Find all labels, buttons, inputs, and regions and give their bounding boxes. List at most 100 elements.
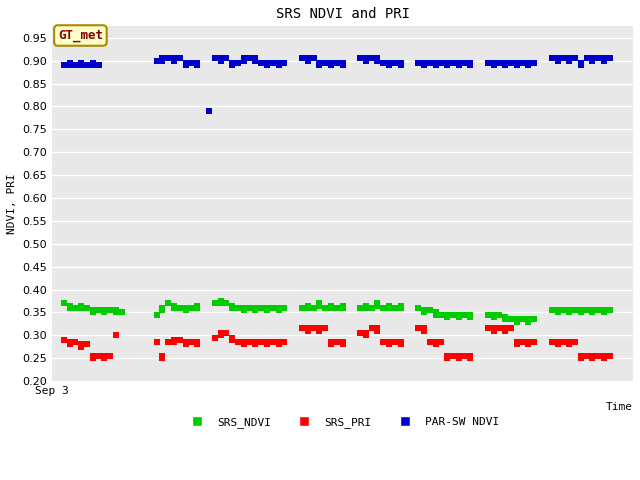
Point xyxy=(593,352,604,360)
Point xyxy=(564,309,574,316)
Point xyxy=(442,61,452,69)
Point xyxy=(390,59,400,67)
Point xyxy=(570,306,580,314)
Point xyxy=(372,57,383,64)
Point xyxy=(169,304,179,312)
Point xyxy=(169,55,179,62)
Point xyxy=(460,352,470,360)
Point xyxy=(303,324,313,332)
Point xyxy=(175,55,185,62)
Point xyxy=(314,59,324,67)
Point xyxy=(314,327,324,335)
Point xyxy=(570,55,580,62)
Point xyxy=(256,304,266,312)
Point xyxy=(169,338,179,346)
Point xyxy=(460,311,470,319)
Point xyxy=(314,300,324,307)
Point xyxy=(314,302,324,310)
Point xyxy=(367,304,377,312)
Point xyxy=(273,341,284,348)
Point xyxy=(448,311,458,319)
Point xyxy=(396,341,406,348)
Point xyxy=(180,304,191,312)
Point xyxy=(431,61,441,69)
Point xyxy=(273,338,284,346)
Point xyxy=(593,306,604,314)
Point xyxy=(384,304,394,312)
Point xyxy=(88,354,98,362)
Point xyxy=(111,306,121,314)
Point xyxy=(76,59,86,67)
Point xyxy=(88,61,98,69)
Point xyxy=(524,338,534,346)
Point xyxy=(454,352,464,360)
Point xyxy=(76,341,86,348)
Point xyxy=(552,338,563,346)
Point xyxy=(419,327,429,335)
Point xyxy=(262,59,272,67)
Point xyxy=(59,61,69,69)
Point xyxy=(239,55,249,62)
Point xyxy=(262,338,272,346)
Point xyxy=(326,338,336,346)
Point xyxy=(390,338,400,346)
Point xyxy=(529,338,540,346)
Point xyxy=(552,55,563,62)
Point xyxy=(488,313,499,321)
Point xyxy=(262,61,272,69)
Point xyxy=(221,300,232,307)
Point xyxy=(506,59,516,67)
Point xyxy=(152,57,162,64)
Point xyxy=(280,338,290,346)
Point xyxy=(250,304,260,312)
Point xyxy=(413,324,423,332)
Point xyxy=(500,313,510,321)
Point xyxy=(465,311,476,319)
Point xyxy=(424,306,435,314)
Point xyxy=(268,59,278,67)
Point xyxy=(297,55,307,62)
Point xyxy=(250,306,260,314)
Point xyxy=(326,341,336,348)
Point xyxy=(268,304,278,312)
Point xyxy=(332,59,342,67)
Point xyxy=(524,61,534,69)
Point xyxy=(93,352,104,360)
Point xyxy=(157,354,168,362)
Point xyxy=(256,338,266,346)
Point xyxy=(454,354,464,362)
Point xyxy=(111,309,121,316)
Point xyxy=(361,304,371,312)
Point xyxy=(320,304,330,312)
Point xyxy=(337,59,348,67)
Point xyxy=(588,57,598,64)
Point xyxy=(431,309,441,316)
Point xyxy=(488,61,499,69)
Point xyxy=(175,336,185,344)
Point xyxy=(454,313,464,321)
Point xyxy=(524,341,534,348)
Point xyxy=(82,304,92,312)
Point xyxy=(314,61,324,69)
Point xyxy=(378,59,388,67)
Point xyxy=(605,55,615,62)
Point xyxy=(599,352,609,360)
Point xyxy=(355,55,365,62)
Point xyxy=(337,61,348,69)
Point xyxy=(564,306,574,314)
Point xyxy=(186,338,196,346)
Point xyxy=(262,304,272,312)
Point xyxy=(575,61,586,69)
Point xyxy=(227,336,237,344)
Point xyxy=(575,59,586,67)
Point xyxy=(465,313,476,321)
Point xyxy=(250,57,260,64)
Point xyxy=(157,304,168,312)
Point xyxy=(303,304,313,312)
Point xyxy=(157,55,168,62)
Point xyxy=(419,306,429,314)
Point xyxy=(552,306,563,314)
Point xyxy=(488,327,499,335)
Point xyxy=(372,55,383,62)
Point xyxy=(308,55,319,62)
